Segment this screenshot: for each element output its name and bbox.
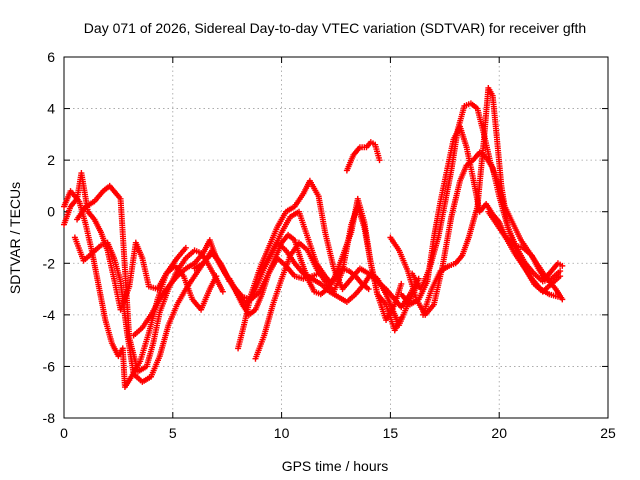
y-tick-label: 4 [47, 101, 55, 117]
data-point [398, 280, 405, 287]
y-tick-label: 6 [47, 49, 55, 65]
data-point [219, 288, 226, 295]
data-point [376, 157, 383, 164]
x-tick-label: 0 [60, 425, 68, 441]
y-axis-label: SDTVAR / TECUs [7, 182, 23, 294]
x-tick-label: 10 [274, 425, 290, 441]
chart-title: Day 071 of 2026, Sidereal Day-to-day VTE… [84, 20, 586, 36]
data-point [182, 244, 189, 251]
x-tick-label: 25 [600, 425, 616, 441]
x-tick-label: 20 [491, 425, 507, 441]
data-point [557, 273, 564, 280]
data-point [559, 262, 566, 269]
data-point [365, 286, 372, 293]
axes: 0 5 10 15 20 25 -8 -6 -4 -2 0 2 4 6 [43, 49, 616, 441]
y-tick-label: 2 [47, 152, 55, 168]
y-tick-label: 0 [47, 204, 55, 220]
x-tick-label: 15 [383, 425, 399, 441]
y-tick-label: -8 [43, 410, 56, 426]
data-point [557, 268, 564, 275]
y-tick-label: -4 [43, 307, 56, 323]
data-points [61, 84, 566, 391]
y-tick-label: -2 [43, 255, 56, 271]
x-axis-label: GPS time / hours [282, 458, 389, 474]
x-tick-label: 5 [169, 425, 177, 441]
y-tick-label: -6 [43, 358, 56, 374]
plot-frame [63, 56, 609, 419]
data-point [559, 296, 566, 303]
